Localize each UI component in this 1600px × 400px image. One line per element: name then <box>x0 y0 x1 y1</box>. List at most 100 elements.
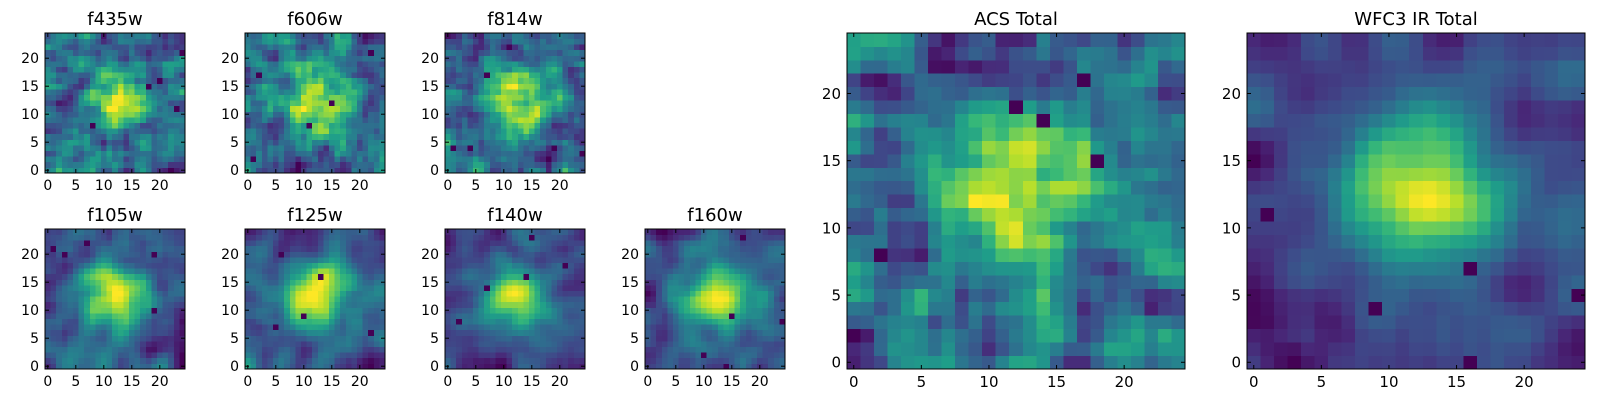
heatmap-cell <box>540 352 547 359</box>
heatmap-cell <box>717 279 724 286</box>
heatmap-cell <box>656 307 663 314</box>
heatmap-cell <box>89 122 96 129</box>
heatmap-cell <box>461 273 468 280</box>
heatmap-cell <box>579 301 586 308</box>
heatmap-cell <box>45 346 51 353</box>
heatmap-cell <box>168 44 175 51</box>
heatmap-cell <box>914 355 929 370</box>
heatmap-cell <box>473 161 479 168</box>
heatmap-cell <box>50 262 57 269</box>
heatmap-cell <box>250 117 257 123</box>
heatmap-cell <box>334 324 341 331</box>
heatmap-cell <box>717 285 724 291</box>
heatmap-cell <box>579 268 586 275</box>
heatmap-cell <box>157 66 163 73</box>
heatmap-cell <box>573 33 580 39</box>
heatmap-cell <box>557 44 563 51</box>
heatmap-cell <box>95 279 102 286</box>
heatmap-cell <box>278 313 285 319</box>
heatmap-cell <box>773 357 780 364</box>
heatmap-cell <box>512 352 519 359</box>
heatmap-cell <box>517 257 524 263</box>
heatmap-cell <box>941 355 956 370</box>
heatmap-cell <box>478 38 485 45</box>
heatmap-cell <box>445 290 451 297</box>
heatmap-cell <box>545 329 552 336</box>
heatmap-cell <box>684 245 691 252</box>
heatmap-cell <box>284 55 291 62</box>
heatmap-cell <box>261 285 268 291</box>
heatmap-cell <box>751 245 758 252</box>
heatmap-cell <box>89 66 96 73</box>
heatmap-cell <box>317 301 324 308</box>
heatmap-cell <box>245 105 251 112</box>
heatmap-cell <box>173 161 180 168</box>
heatmap-cell <box>678 229 685 235</box>
heatmap-cell <box>162 341 169 347</box>
heatmap-cell <box>706 279 713 286</box>
heatmap-cell <box>579 128 586 135</box>
heatmap-cell <box>50 66 57 73</box>
heatmap-cell <box>478 352 485 359</box>
heatmap-cell <box>467 290 474 297</box>
heatmap-cell <box>245 290 251 297</box>
heatmap-cell <box>89 313 96 319</box>
heatmap-cell <box>1144 274 1159 289</box>
heatmap-cell <box>445 77 451 84</box>
panel-title: f160w <box>687 205 742 226</box>
heatmap-cell <box>50 133 57 140</box>
heatmap-cell <box>523 122 530 129</box>
heatmap-cell <box>373 66 380 73</box>
heatmap-cell <box>489 268 496 275</box>
heatmap-cell <box>61 268 68 275</box>
heatmap-cell <box>551 89 558 95</box>
heatmap-cell <box>506 38 513 45</box>
heatmap-cell <box>768 245 775 252</box>
heatmap-cell <box>773 301 780 308</box>
heatmap-cell <box>117 341 124 347</box>
heatmap-cell <box>673 262 679 269</box>
heatmap-cell <box>779 234 786 241</box>
heatmap-cell <box>1063 342 1078 356</box>
heatmap-cell <box>445 150 451 157</box>
heatmap-cell <box>517 83 524 90</box>
heatmap-cell <box>495 128 502 135</box>
heatmap-cell <box>529 117 535 123</box>
heatmap-cell <box>101 240 107 247</box>
heatmap-cell <box>134 273 141 280</box>
heatmap-cell <box>278 77 285 84</box>
heatmap-cell <box>517 341 524 347</box>
heatmap-cell <box>250 285 257 291</box>
heatmap-cell <box>740 341 747 347</box>
heatmap-cell <box>267 251 274 258</box>
heatmap-cell <box>712 296 719 303</box>
heatmap-cell <box>306 139 313 146</box>
heatmap-cell <box>757 279 763 286</box>
heatmap-cell <box>661 240 668 247</box>
heatmap-cell <box>179 133 186 140</box>
heatmap-cell <box>317 111 324 118</box>
heatmap-cell <box>534 279 541 286</box>
heatmap-cell <box>157 329 163 336</box>
heatmap-cell <box>140 33 147 39</box>
heatmap-cell <box>250 38 257 45</box>
heatmap-cell <box>151 44 158 51</box>
heatmap-cell <box>306 335 313 342</box>
heatmap-cell <box>545 139 552 146</box>
heatmap-cell <box>56 111 63 118</box>
heatmap-cell <box>695 352 702 359</box>
heatmap-cell <box>245 301 251 308</box>
heatmap-cell <box>261 251 268 258</box>
heatmap-cell <box>345 290 352 297</box>
heatmap-cell <box>261 346 268 353</box>
heatmap-cell <box>928 355 943 370</box>
heatmap-cell <box>473 77 479 84</box>
heatmap-cell <box>901 221 915 235</box>
heatmap-cell <box>847 355 861 370</box>
heatmap-cell <box>334 257 341 263</box>
heatmap-cell <box>650 296 657 303</box>
heatmap-cell <box>723 352 730 359</box>
heatmap-cell <box>751 307 758 314</box>
heatmap-cell <box>151 66 158 73</box>
